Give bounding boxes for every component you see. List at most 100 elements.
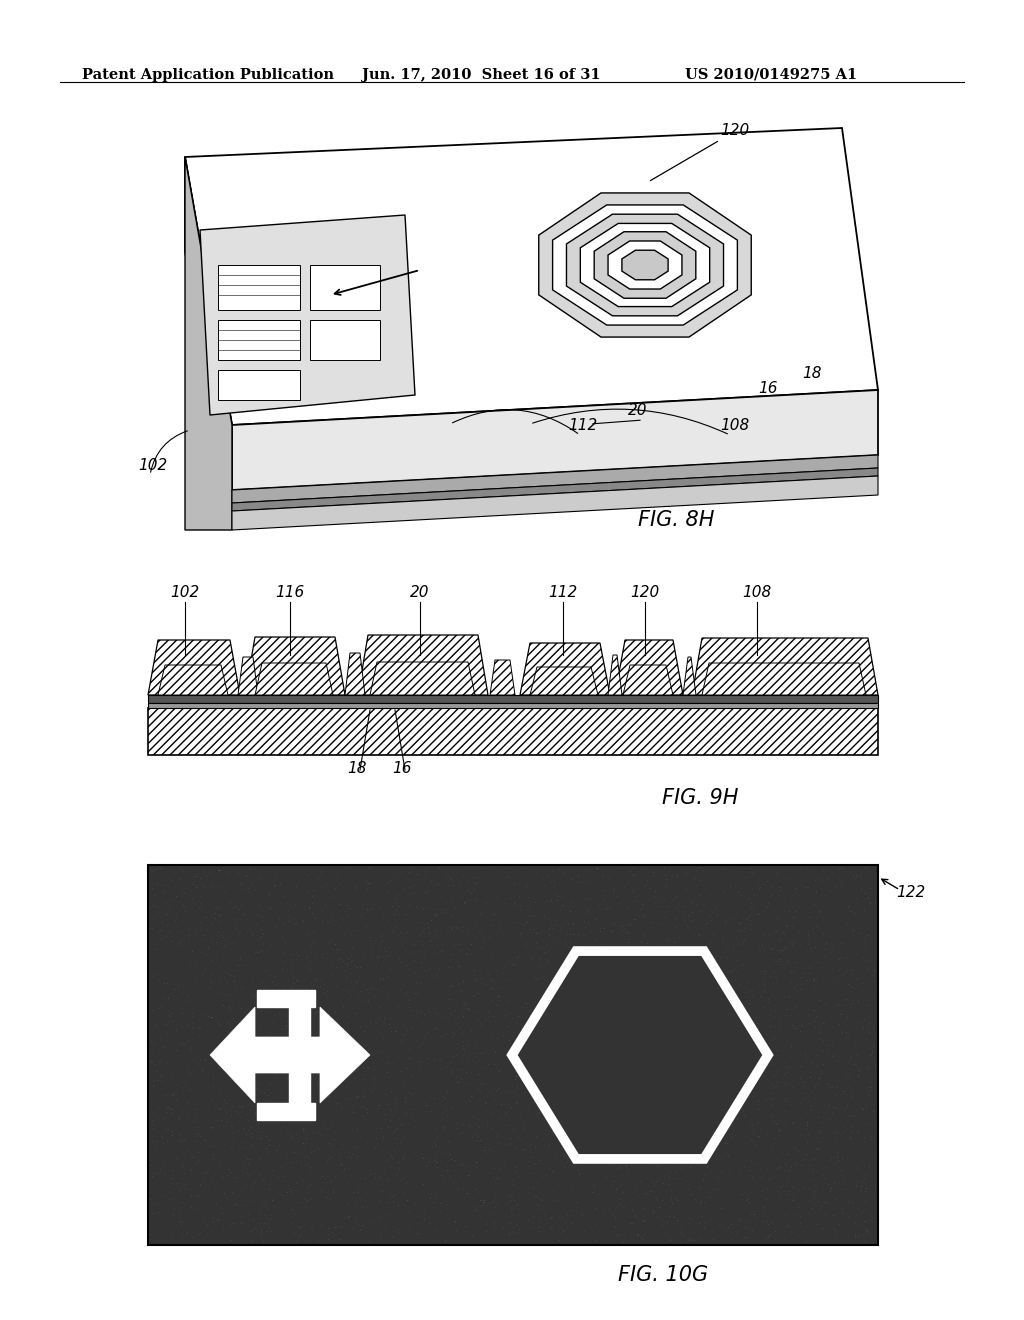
Point (858, 1203, 874, 1224)
Point (762, 924, 778, 945)
Point (366, 1060, 382, 1081)
Point (636, 1064, 652, 1085)
Point (450, 950, 466, 972)
Point (615, 994, 632, 1015)
Point (688, 962, 705, 983)
Point (668, 908, 684, 929)
Text: FIG. 8H: FIG. 8H (638, 510, 715, 531)
Point (787, 1177, 804, 1199)
Point (693, 1205, 710, 1226)
Point (379, 908, 395, 929)
Point (525, 919, 542, 940)
Point (678, 1101, 694, 1122)
Point (672, 1015, 688, 1036)
Point (301, 1030, 317, 1051)
Point (725, 1201, 741, 1222)
Point (469, 1130, 485, 1151)
Point (751, 1185, 767, 1206)
Point (304, 903, 321, 924)
Point (510, 974, 526, 995)
Point (166, 1160, 182, 1181)
Point (767, 1065, 783, 1086)
Point (539, 1018, 555, 1039)
Point (821, 1098, 838, 1119)
Point (461, 1203, 477, 1224)
Point (809, 907, 825, 928)
Point (451, 989, 467, 1010)
Point (673, 1148, 689, 1170)
Point (186, 1163, 203, 1184)
Point (358, 979, 375, 1001)
Point (676, 960, 692, 981)
Point (244, 927, 260, 948)
Point (300, 1002, 316, 1023)
Point (232, 1106, 249, 1127)
Point (224, 1048, 241, 1069)
Point (268, 1139, 285, 1160)
Point (833, 1076, 849, 1097)
Point (427, 1088, 443, 1109)
Point (520, 1047, 537, 1068)
Point (622, 1093, 638, 1114)
Point (531, 1055, 548, 1076)
Point (246, 1097, 262, 1118)
Point (385, 983, 401, 1005)
Point (621, 895, 637, 916)
Point (607, 1003, 624, 1024)
Point (222, 1189, 239, 1210)
Point (682, 1229, 698, 1250)
Point (646, 911, 663, 932)
Point (236, 960, 252, 981)
Point (780, 911, 797, 932)
Point (616, 998, 633, 1019)
Point (777, 1072, 794, 1093)
Point (464, 1086, 480, 1107)
Point (510, 972, 526, 993)
Point (572, 1188, 589, 1209)
Point (384, 1226, 400, 1247)
Point (641, 911, 657, 932)
Point (635, 896, 651, 917)
Point (658, 1119, 675, 1140)
Point (580, 952, 596, 973)
Point (497, 956, 513, 977)
Point (764, 1089, 780, 1110)
Point (440, 1104, 457, 1125)
Point (341, 997, 357, 1018)
Point (638, 1028, 654, 1049)
Point (474, 949, 490, 970)
Point (425, 987, 441, 1008)
Point (372, 1168, 388, 1189)
Point (323, 1036, 339, 1057)
Point (458, 1073, 474, 1094)
Point (834, 957, 850, 978)
Point (228, 1168, 245, 1189)
Point (416, 1024, 432, 1045)
Point (484, 990, 501, 1011)
Point (397, 939, 414, 960)
Point (756, 1090, 772, 1111)
Point (554, 946, 570, 968)
Point (540, 1135, 556, 1156)
Point (237, 1133, 253, 1154)
Point (245, 925, 261, 946)
Point (629, 944, 645, 965)
Point (579, 1209, 595, 1230)
Point (783, 1003, 800, 1024)
Point (862, 892, 879, 913)
Point (581, 946, 597, 968)
Point (793, 1206, 809, 1228)
Point (335, 1138, 351, 1159)
Point (721, 1209, 737, 1230)
Point (692, 1212, 709, 1233)
Point (515, 915, 531, 936)
Point (531, 939, 548, 960)
Point (173, 879, 189, 900)
Point (473, 1152, 489, 1173)
Point (299, 1146, 315, 1167)
Point (161, 952, 177, 973)
Point (835, 1166, 851, 1187)
Point (779, 1098, 796, 1119)
Point (680, 1232, 696, 1253)
Point (453, 1175, 469, 1196)
